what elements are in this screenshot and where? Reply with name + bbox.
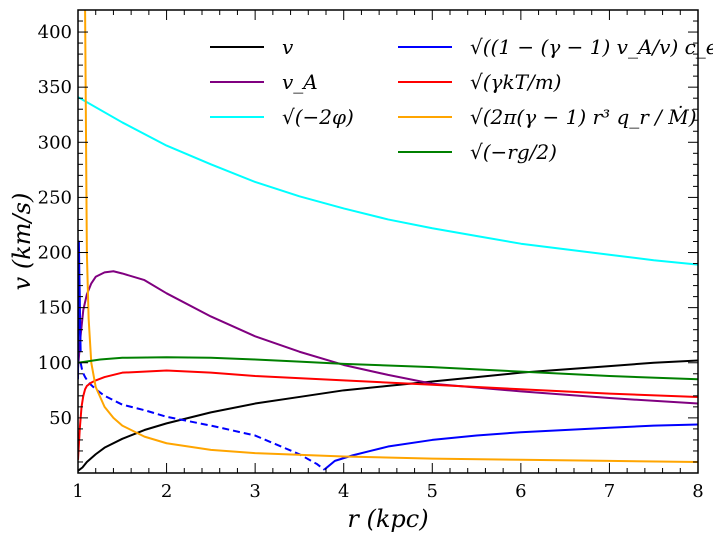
y-tick-label: 400 [38, 22, 72, 43]
x-axis-label: r (kpc) [347, 505, 428, 533]
x-tick-label: 2 [161, 481, 172, 502]
x-tick-label: 6 [515, 481, 526, 502]
legend-label-cooling: √(2π(γ − 1) r³ q_r / Ṁ) [470, 105, 697, 129]
x-tick-label: 5 [427, 481, 438, 502]
x-tick-label: 1 [72, 481, 83, 502]
x-tick-label: 7 [604, 481, 615, 502]
y-axis-label: v (km/s) [8, 193, 36, 291]
legend-label-v: v [282, 35, 294, 59]
y-tick-label: 100 [38, 353, 72, 374]
series-line-cooling [84, 10, 698, 463]
series-line-vA [78, 270, 698, 405]
y-tick-label: 50 [49, 408, 72, 429]
legend-label-grav: √(−rg/2) [470, 140, 557, 164]
series-line-ceff_outer [323, 423, 698, 471]
x-tick-label: 8 [692, 481, 703, 502]
legend: v v_A √(−2φ) √((1 − (γ − 1) v_A/v) c_eff) √(… [210, 35, 713, 164]
y-tick-label: 350 [38, 77, 72, 98]
x-tick-label: 3 [249, 481, 260, 502]
x-tick-label: 4 [338, 481, 349, 502]
series-line-sqrt2phi [78, 96, 698, 266]
series-line-ceff_dashed [79, 362, 325, 471]
legend-label-sqrt2phi: √(−2φ) [282, 105, 354, 129]
y-tick-label: 150 [38, 298, 72, 319]
series-layer [78, 10, 698, 472]
y-tick-label: 200 [38, 243, 72, 264]
legend-label-vA: v_A [282, 70, 318, 94]
y-tick-label: 300 [38, 132, 72, 153]
series-line-v [78, 359, 698, 472]
ticks-layer: 1 2 3 4 5 6 7 8 50 100 150 200 250 300 350 400 [38, 10, 704, 502]
legend-label-ceff: √((1 − (γ − 1) v_A/v) c_eff) [470, 35, 713, 59]
legend-label-sound: √(γkT/m) [470, 70, 561, 94]
labels-layer: r (kpc) v (km/s) [8, 193, 429, 533]
series-line-grav [78, 356, 698, 381]
y-tick-label: 250 [38, 187, 72, 208]
series-line-sound [78, 369, 698, 460]
plot-frame [77, 9, 699, 474]
